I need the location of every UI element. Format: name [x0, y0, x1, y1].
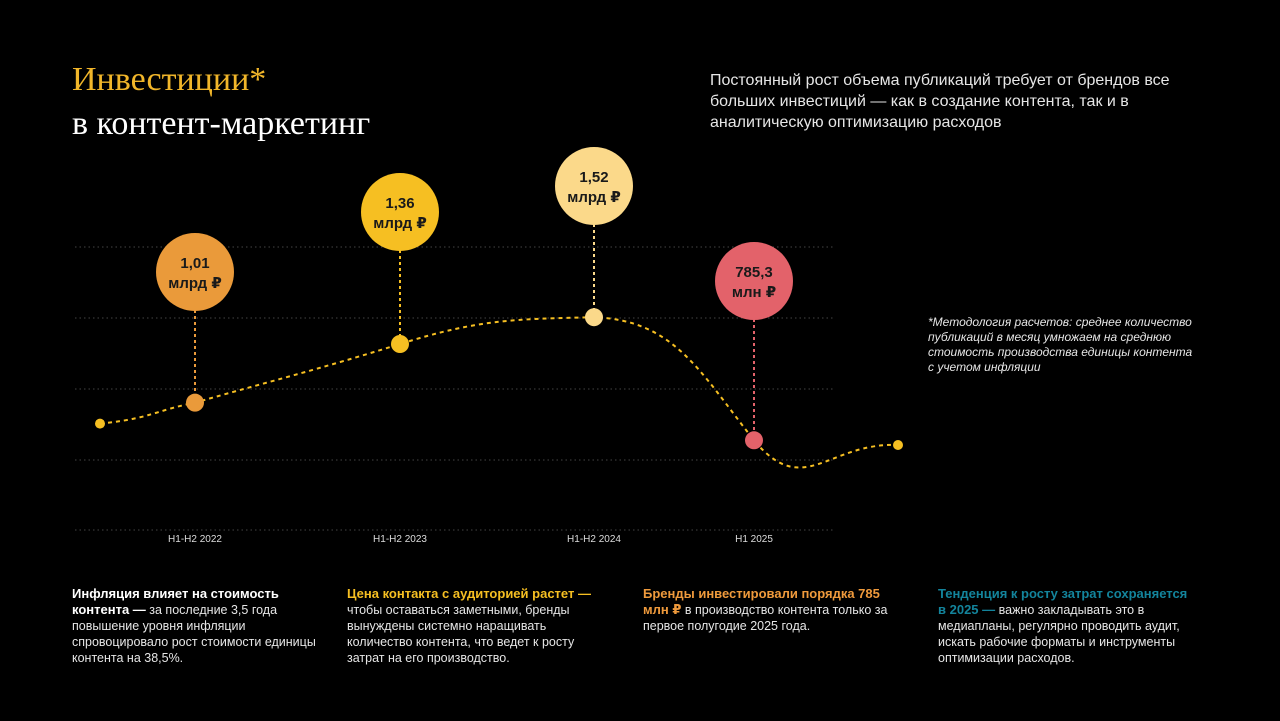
unit-label-3: млн ₽ — [732, 284, 776, 301]
card-trend-highlight: Тенденция к росту затрат сохраняется в 2… — [938, 586, 1188, 617]
card-brands-invested: Бренды инвестировали порядка 785 млн ₽ в… — [643, 586, 893, 634]
value-bubble-2 — [555, 147, 633, 225]
card-contact-price: Цена контакта с аудиторией растет — чтоб… — [347, 586, 597, 666]
x-tick-1: H1-H2 2023 — [373, 534, 427, 545]
value-label-3: 785,3 — [735, 264, 773, 281]
card-brands-invested-text: в производство контента только за первое… — [643, 603, 888, 633]
card-brands-invested-highlight: Бренды инвестировали порядка 785 млн ₽ — [643, 586, 880, 617]
data-point-1 — [391, 335, 409, 353]
trend-line — [99, 316, 899, 469]
x-tick-2: H1-H2 2024 — [567, 534, 621, 545]
intro-text: Постоянный рост объема публикаций требуе… — [710, 72, 1170, 131]
data-point-0 — [186, 393, 204, 412]
card-contact-price-highlight: Цена контакта с аудиторией растет — — [347, 586, 591, 601]
line-end-point — [893, 440, 903, 450]
unit-label-1: млрд ₽ — [373, 215, 427, 232]
title-line2: в контент-маркетинг — [72, 105, 371, 142]
data-point-2 — [585, 308, 603, 327]
value-bubble-3 — [715, 242, 793, 320]
unit-label-2: млрд ₽ — [567, 189, 621, 206]
methodology-note: *Методология расчетов: среднее количеств… — [928, 315, 1193, 374]
card-inflation-highlight: Инфляция влияет на стоимость контента — — [72, 586, 279, 617]
data-point-3 — [745, 431, 763, 450]
value-bubble-0 — [156, 233, 234, 311]
unit-label-0: млрд ₽ — [168, 275, 222, 292]
card-trend-text: важно закладывать это в медиапланы, регу… — [938, 603, 1180, 665]
title-line1: Инвестиции* — [72, 61, 267, 98]
card-contact-price-text: чтобы оставаться заметными, бренды вынуж… — [347, 603, 575, 665]
card-inflation: Инфляция влияет на стоимость контента — … — [72, 586, 322, 666]
card-inflation-text: за последние 3,5 года повышение уровня и… — [72, 603, 316, 665]
value-label-2: 1,52 — [579, 169, 608, 186]
value-label-1: 1,36 — [385, 195, 414, 212]
value-bubble-1 — [361, 173, 439, 251]
x-tick-3: H1 2025 — [735, 534, 773, 545]
card-trend: Тенденция к росту затрат сохраняется в 2… — [938, 586, 1188, 666]
x-tick-0: H1-H2 2022 — [168, 534, 222, 545]
value-label-0: 1,01 — [180, 255, 209, 272]
page-title: Инвестиции* в контент-маркетинг — [72, 58, 370, 146]
line-start-point — [95, 418, 105, 429]
